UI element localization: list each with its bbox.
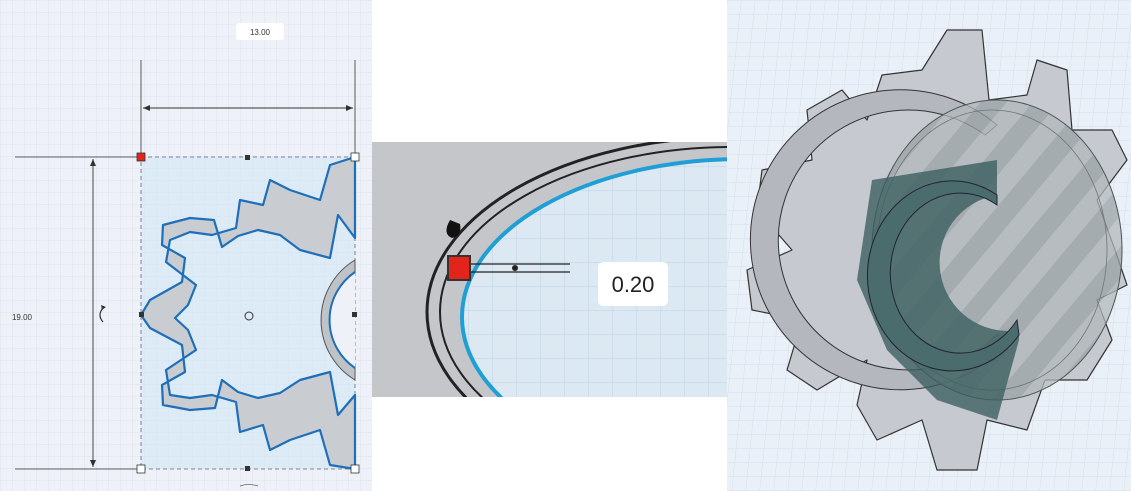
width-label-box[interactable] [236, 23, 284, 40]
value-input-text[interactable]: 0.20 [612, 272, 655, 297]
perspective-canvas[interactable] [727, 0, 1131, 491]
edge-handle-top[interactable] [245, 155, 250, 160]
edge-handle-left[interactable] [139, 312, 144, 317]
workplane-canvas[interactable]: 13.00 19.00 [0, 0, 372, 491]
value-input-box[interactable] [598, 262, 668, 306]
selected-handle[interactable] [447, 255, 471, 281]
corner-handle-bottom-left[interactable] [136, 464, 146, 474]
vertex-marker [446, 220, 461, 238]
corner-handle-bottom-right[interactable] [350, 464, 360, 474]
rotate-arrow-head [101, 305, 106, 310]
bottom-rotate-icon[interactable] [239, 484, 259, 487]
center-marker [244, 311, 254, 321]
half-gear-shape[interactable] [139, 155, 357, 471]
workplane-top-view[interactable]: 13.00 19.00 [0, 0, 372, 491]
corner-handle-top-right[interactable] [350, 152, 360, 162]
ring-outer-edge [425, 142, 672, 397]
height-label[interactable]: 19.00 [12, 313, 33, 322]
zoomed-canvas[interactable]: 0.20 [372, 142, 727, 397]
hole-inner-c [866, 180, 1020, 372]
offset-midpoint [512, 265, 518, 271]
edge-handle-bottom[interactable] [245, 466, 250, 471]
corner-handle-top-left[interactable] [136, 152, 146, 162]
edge-handle-right[interactable] [352, 312, 357, 317]
width-label[interactable]: 13.00 [250, 28, 271, 37]
zoomed-detail-view[interactable]: 0.20 [372, 142, 727, 397]
bore-opening [460, 157, 727, 397]
workplane-perspective-view[interactable] [727, 0, 1131, 491]
half-gear-bore [328, 271, 356, 369]
